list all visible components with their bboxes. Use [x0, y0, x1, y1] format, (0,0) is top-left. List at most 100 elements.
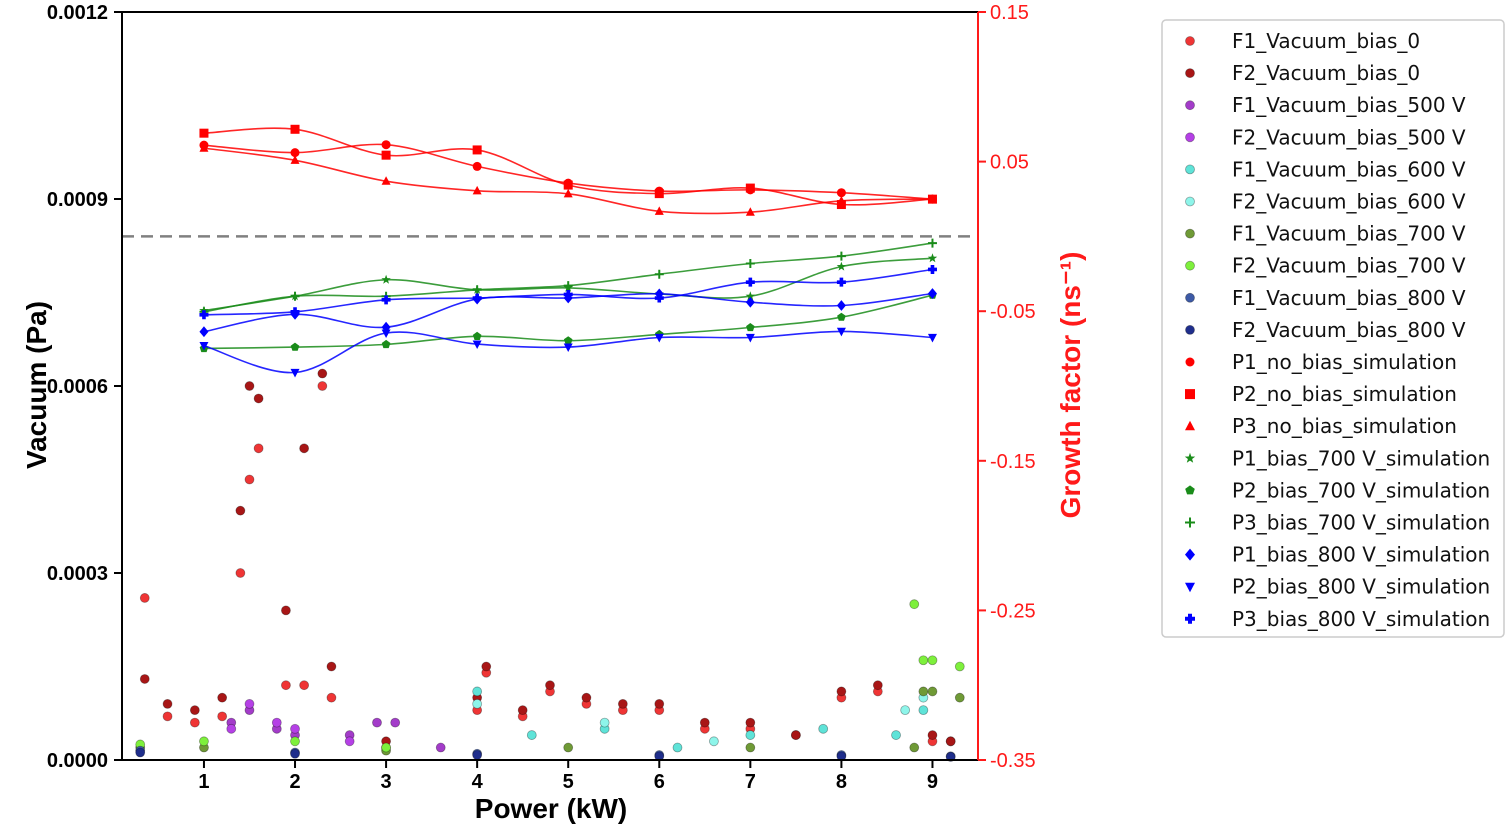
measured-point — [563, 742, 574, 753]
measured-point — [162, 699, 173, 709]
legend-marker — [1185, 389, 1195, 400]
simulation-point — [927, 238, 937, 248]
legend-marker — [1185, 132, 1195, 143]
measured-point — [199, 736, 209, 747]
simulation-point — [927, 194, 937, 203]
right-y-tick-label: -0.35 — [990, 750, 1036, 772]
legend-marker — [1185, 68, 1195, 78]
x-axis-title: Power (kW) — [475, 793, 627, 824]
simulation-point — [290, 368, 300, 378]
legend-label: F1_Vacuum_bias_0 — [1232, 29, 1420, 53]
measured-point — [244, 474, 255, 485]
legend-marker — [1185, 100, 1195, 111]
right-y-tick-label: 0.05 — [990, 152, 1029, 174]
measured-point — [189, 705, 200, 716]
measured-point — [290, 736, 300, 747]
simulation-point — [381, 140, 391, 150]
measured-point — [226, 723, 237, 734]
legend-label: F2_Vacuum_bias_800 V — [1232, 318, 1466, 342]
legend-label: P1_bias_800 V_simulation — [1232, 543, 1490, 567]
simulation-point — [563, 281, 573, 291]
legend-marker — [1185, 517, 1195, 528]
right-y-tick-label: -0.15 — [990, 451, 1036, 473]
legend-marker — [1185, 548, 1195, 561]
legend-marker — [1185, 357, 1195, 367]
left-y-tick-label: 0.0009 — [47, 189, 108, 211]
right-y-tick-label: -0.25 — [990, 600, 1036, 622]
simulation-point — [199, 342, 209, 351]
measured-point — [299, 443, 310, 454]
x-axis: 1 2 3 4 5 6 7 8 9 — [198, 760, 938, 793]
measured-point — [317, 368, 328, 379]
measured-point — [344, 736, 355, 747]
legend-marker — [1185, 582, 1195, 593]
simulation-point — [745, 291, 755, 301]
measured-point — [472, 699, 483, 709]
simulation-point — [746, 323, 755, 332]
legend-label: F1_Vacuum_bias_800 V — [1232, 286, 1466, 310]
measured-point — [299, 680, 310, 691]
legend-marker — [1185, 613, 1195, 624]
measured-point — [745, 717, 756, 728]
measured-point — [135, 747, 146, 758]
simulation-point — [836, 251, 846, 261]
measured-point — [909, 742, 920, 753]
legend-marker — [1184, 452, 1196, 463]
measured-point — [872, 680, 883, 691]
measured-point — [945, 736, 956, 747]
measured-point — [927, 730, 938, 740]
simulation-point — [837, 312, 846, 321]
simulation-point — [563, 343, 573, 353]
measured-point — [326, 692, 337, 703]
simulation-point — [199, 143, 209, 152]
simulation-point — [472, 285, 482, 295]
measured-point — [581, 692, 592, 703]
measured-point — [281, 605, 291, 616]
left-y-tick-label: 0.0003 — [47, 563, 108, 585]
simulation-point — [654, 293, 664, 303]
simulation-point — [290, 342, 300, 351]
x-tick-label: 1 — [198, 771, 209, 793]
measured-point — [372, 717, 382, 728]
simulation-point — [563, 180, 573, 190]
simulation-point — [927, 253, 938, 263]
simulation-point — [381, 329, 391, 338]
measured-point — [927, 655, 938, 666]
simulation-point — [836, 327, 846, 337]
simulation-point — [472, 185, 482, 195]
measured-point — [235, 568, 246, 578]
simulation-point — [290, 155, 300, 164]
left-y-tick-label: 0.0000 — [47, 750, 108, 772]
measured-point — [654, 699, 665, 709]
simulation-point — [290, 148, 300, 158]
simulation-point — [745, 277, 755, 287]
simulation-point — [290, 291, 300, 301]
x-tick-label: 4 — [472, 771, 484, 793]
simulation-point — [381, 295, 391, 305]
simulation-point — [199, 326, 209, 338]
measured-point — [244, 699, 255, 709]
x-tick-label: 5 — [563, 771, 574, 793]
simulation-point — [745, 258, 755, 268]
measured-point — [271, 717, 282, 728]
measured-point — [253, 393, 264, 404]
measured-point — [217, 711, 228, 722]
legend-marker — [1185, 36, 1195, 46]
measured-point — [836, 686, 847, 697]
x-tick-label: 3 — [381, 771, 392, 793]
measured-point — [900, 705, 911, 716]
simulation-point — [563, 188, 573, 198]
legend: F1_Vacuum_bias_0 F2_Vacuum_bias_0 F1_Vacuu… — [1161, 19, 1505, 638]
legend-label: F2_Vacuum_bias_500 V — [1232, 125, 1466, 149]
simulation-point — [654, 269, 664, 279]
simulation-point — [836, 188, 846, 198]
measured-point — [790, 730, 801, 740]
measured-point — [253, 443, 264, 454]
measured-point — [526, 730, 537, 740]
measured-point — [390, 717, 401, 728]
measured-point — [381, 742, 391, 753]
left-y-tick-label: 0.0006 — [47, 376, 108, 398]
measured-point — [235, 505, 246, 516]
measured-point — [217, 692, 228, 703]
